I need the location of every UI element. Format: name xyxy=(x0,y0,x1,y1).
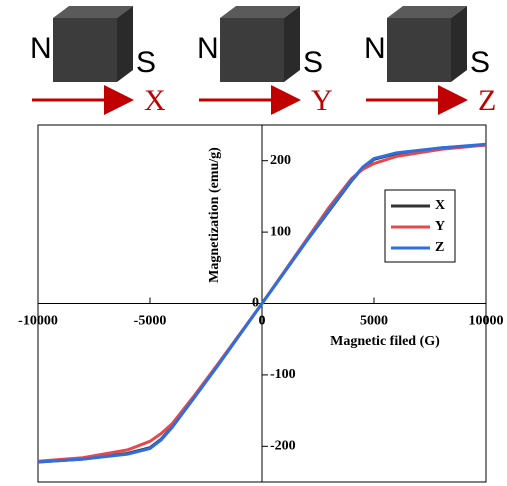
cube-top xyxy=(53,6,133,18)
x-axis-title: Magnetic filed (G) xyxy=(330,334,440,349)
x-tick-label: -5000 xyxy=(134,314,167,329)
plot: -10000 -5000 0 5000 10000 -200 -100 0 100 200 Magn… xyxy=(18,125,504,482)
y-tick-label: -100 xyxy=(270,367,296,382)
y-tick-label: 100 xyxy=(270,224,291,239)
magnet-diagram: N SXN SYN SZ xyxy=(30,6,496,117)
cube-side xyxy=(284,6,300,82)
series-line xyxy=(37,142,487,464)
cube-front xyxy=(387,18,451,82)
y-axis-title: Magnetization (emu/g) xyxy=(207,147,222,283)
y-tick-label: 200 xyxy=(270,153,291,168)
cube-front xyxy=(220,18,284,82)
x-tick-label: 0 xyxy=(259,314,266,329)
legend-label: X xyxy=(435,198,445,213)
north-label: N xyxy=(197,32,219,65)
axis-label: Y xyxy=(311,84,333,117)
axis-label: Z xyxy=(478,84,496,117)
cube-side xyxy=(117,6,133,82)
x-tick-label: 10000 xyxy=(469,314,504,329)
cube-top xyxy=(387,6,467,18)
south-label: S xyxy=(136,46,156,79)
y-tick-label: -200 xyxy=(270,439,296,454)
cube-top xyxy=(220,6,300,18)
axis-label: X xyxy=(144,84,166,117)
x-tick-label: 5000 xyxy=(360,314,388,329)
north-label: N xyxy=(30,32,52,65)
cube-front xyxy=(53,18,117,82)
south-label: S xyxy=(470,46,490,79)
south-label: S xyxy=(303,46,323,79)
cube-side xyxy=(451,6,467,82)
legend-label: Z xyxy=(435,240,444,255)
y-tick-label: 0 xyxy=(252,296,259,311)
x-tick-label: -10000 xyxy=(18,314,58,329)
north-label: N xyxy=(364,32,386,65)
legend-label: Y xyxy=(435,219,445,234)
